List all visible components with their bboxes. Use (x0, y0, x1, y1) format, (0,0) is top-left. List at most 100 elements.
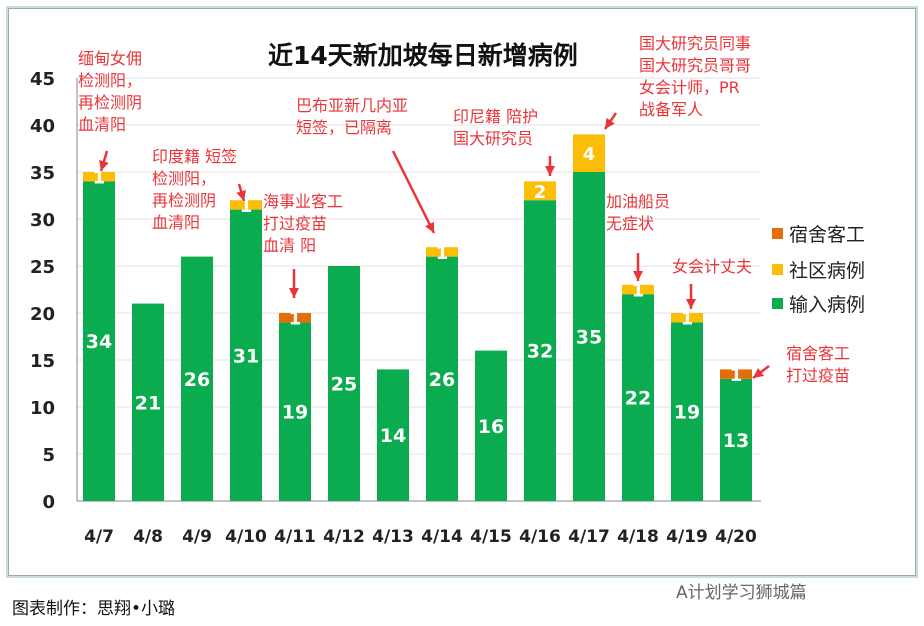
x-tick-label: 4/10 (225, 527, 267, 547)
arrowhead-icon (545, 166, 555, 176)
bar-segment (671, 313, 703, 323)
annotation: 国大研究员同事 国大研究员哥哥 女会计师，PR 战备军人 (639, 34, 752, 119)
bar-segment (524, 181, 556, 201)
bar-segment (83, 181, 115, 501)
bar-segment (573, 134, 605, 172)
data-label: 21 (135, 392, 161, 414)
data-label: 14 (380, 425, 406, 447)
bar-segment (622, 284, 654, 295)
legend-label: 宿舍客工 (789, 224, 866, 246)
bar-segment (573, 172, 605, 501)
data-label: 1 (93, 168, 106, 189)
chart-frame: 0 5 10 15 20 25 30 35 40 45 34 1 4/7 21 4/8 26 4/9 31 1 4/1… (8, 8, 916, 576)
bar-segment (720, 369, 752, 379)
x-tick-label: 4/7 (84, 527, 114, 547)
bar-segment (279, 313, 311, 323)
data-label: 22 (625, 388, 651, 410)
x-tick-label: 4/14 (421, 527, 463, 547)
annotation: 缅甸女佣 检测阳， 再检测阴 血清阳 (78, 49, 143, 134)
y-tick-label: 45 (30, 69, 55, 90)
x-tick-label: 4/13 (372, 527, 414, 547)
arrowhead-icon (686, 299, 696, 309)
data-label: 16 (478, 416, 504, 438)
data-label: 34 (86, 331, 112, 353)
data-label: 26 (429, 369, 455, 391)
data-label: 35 (576, 327, 602, 349)
y-tick-label: 35 (30, 163, 55, 184)
y-tick-label: 40 (30, 116, 55, 137)
arrowhead-icon (425, 221, 434, 233)
x-tick-label: 4/11 (274, 527, 316, 547)
bar-segment (671, 322, 703, 501)
bar-segment (83, 172, 115, 182)
chart-title: 近14天新加坡每日新增病例 (268, 41, 578, 70)
y-tick-label: 10 (30, 398, 55, 419)
data-label: 13 (723, 430, 749, 452)
legend-item-community: 社区病例 (772, 256, 865, 283)
arrowhead-icon (753, 368, 764, 378)
bar-segment (377, 369, 409, 501)
data-label: 1 (289, 309, 302, 330)
legend-swatch (772, 298, 783, 309)
annotation: 女会计丈夫 (672, 257, 753, 276)
data-label: 1 (436, 243, 449, 264)
footer-credit: 图表制作：思翔•小璐 (12, 599, 176, 619)
data-label: 25 (331, 374, 357, 396)
x-tick-label: 4/15 (470, 527, 512, 547)
y-tick-label: 5 (42, 445, 55, 466)
legend-label: 社区病例 (789, 260, 866, 282)
arrowhead-icon (633, 271, 643, 281)
stacked-bar-chart: 0510152025303540453414/7214/8264/93114/1… (30, 69, 770, 547)
data-label: 1 (240, 196, 253, 217)
x-tick-label: 4/19 (666, 527, 708, 547)
annotation: 印尼籍 陪护 国大研究员 (453, 107, 539, 148)
legend-label: 输入病例 (789, 294, 866, 316)
bar-segment (426, 247, 458, 257)
x-tick-label: 4/17 (568, 527, 610, 547)
data-label: 31 (233, 345, 259, 367)
data-label: 26 (184, 369, 210, 391)
annotation: 印度籍 短签 检测阳， 再检测阴 血清阳 (152, 147, 238, 232)
data-label: 1 (681, 309, 694, 330)
bar-segment (622, 294, 654, 501)
bar-segment (230, 200, 262, 210)
bar-segment (426, 256, 458, 501)
bar-segment (475, 350, 507, 501)
arrowhead-icon (236, 189, 246, 201)
bar-segment (230, 209, 262, 501)
arrowhead-icon (605, 117, 615, 129)
data-label: 19 (282, 402, 308, 424)
x-tick-label: 4/9 (182, 527, 212, 547)
arrowhead-icon (289, 288, 299, 298)
legend-swatch (772, 264, 783, 275)
arrowhead-icon (99, 159, 109, 171)
data-label: 19 (674, 402, 700, 424)
x-tick-label: 4/16 (519, 527, 561, 547)
y-tick-label: 0 (42, 492, 55, 513)
x-tick-label: 4/8 (133, 527, 163, 547)
data-label: 1 (632, 281, 645, 302)
bar-segment (181, 256, 213, 501)
data-label: 2 (534, 182, 547, 203)
y-tick-label: 30 (30, 210, 55, 231)
annotation: 宿舍客工 打过疫苗 (786, 344, 851, 385)
bar-segment (720, 378, 752, 501)
bar-segment (524, 200, 556, 501)
bar-segment (132, 303, 164, 501)
annotation: 加油船员 无症状 (606, 192, 671, 233)
annotation: 海事业客工 打过疫苗 血清 阳 (263, 192, 344, 255)
annotation-arrow (391, 150, 436, 234)
data-label: 1 (730, 365, 743, 386)
data-label: 4 (583, 144, 596, 165)
bar-segment (328, 266, 360, 501)
y-tick-label: 25 (30, 257, 55, 278)
data-label: 32 (527, 341, 553, 363)
legend-swatch (772, 228, 783, 239)
y-tick-label: 20 (30, 304, 55, 325)
annotation: 巴布亚新几内亚 短签，已隔离 (296, 96, 409, 137)
x-tick-label: 4/20 (715, 527, 757, 547)
x-tick-label: 4/12 (323, 527, 365, 547)
y-tick-label: 15 (30, 351, 55, 372)
bar-segment (279, 322, 311, 501)
legend-item-dorm: 宿舍客工 (772, 220, 865, 247)
